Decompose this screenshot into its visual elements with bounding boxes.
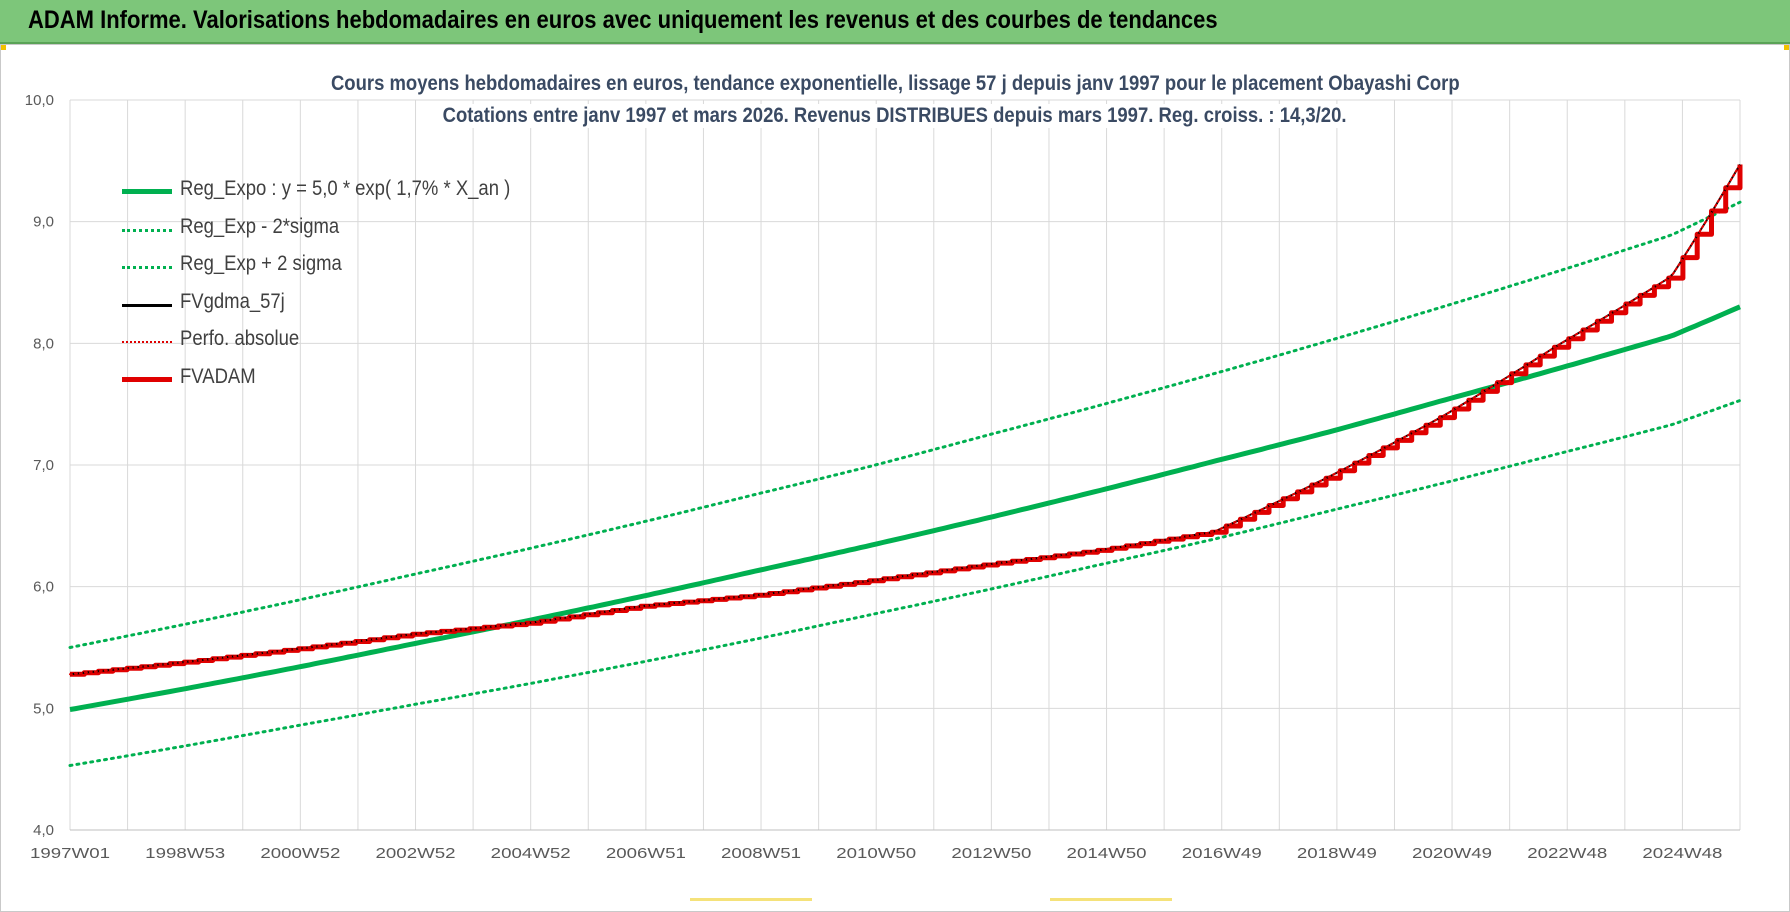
series-fvadam xyxy=(70,164,1743,677)
y-tick-label: 8,0 xyxy=(33,335,54,352)
grid-layer xyxy=(69,99,1741,831)
x-tick-label: 2008W51 xyxy=(721,845,801,862)
legend-swatch-reg-exp-minus xyxy=(122,228,172,232)
y-tick-label: 9,0 xyxy=(33,214,54,231)
legend-swatch-reg-exp-plus xyxy=(122,266,172,269)
series-perfo-absolue xyxy=(69,163,1741,676)
legend-label: FVADAM xyxy=(180,364,256,388)
y-tick-label: 7,0 xyxy=(33,457,54,474)
x-tick-label: 1998W53 xyxy=(145,845,225,862)
x-tick-label: 2004W52 xyxy=(491,845,571,862)
legend-swatch-fvgdma xyxy=(122,303,172,307)
chart-subtitle: Cotations entre janv 1997 et mars 2026. … xyxy=(441,104,1349,128)
y-tick-label: 5,0 xyxy=(33,700,54,717)
corner-mark-right xyxy=(1784,44,1790,50)
x-tick-label: 2000W52 xyxy=(260,845,340,862)
x-tick-label: 1997W01 xyxy=(30,845,110,862)
series-layer xyxy=(68,163,1743,767)
report-banner: ADAM Informe. Valorisations hebdomadaire… xyxy=(0,0,1790,44)
chart-title: Cours moyens hebdomadaires en euros, ten… xyxy=(328,72,1462,96)
y-tick-label: 6,0 xyxy=(33,579,54,596)
legend-label: FVgdma_57j xyxy=(180,289,285,313)
yellow-marker xyxy=(1050,898,1172,901)
y-tick-label: 4,0 xyxy=(33,822,54,839)
legend-label: Perfo. absolue xyxy=(180,327,300,350)
x-tick-label: 2020W49 xyxy=(1412,845,1492,862)
yellow-marker xyxy=(690,898,812,901)
series-reg-exp-plus-2sigma xyxy=(68,200,1742,649)
x-tick-label: 2012W50 xyxy=(951,845,1031,862)
x-tick-label: 2010W50 xyxy=(836,845,916,862)
legend-swatch-fvadam xyxy=(122,376,172,382)
x-tick-label: 2014W50 xyxy=(1067,845,1147,862)
legend-swatch-reg-expo xyxy=(122,189,172,194)
x-tick-label: 2018W49 xyxy=(1297,845,1377,862)
legend-swatch-perfo-absolue xyxy=(122,341,172,343)
legend-label: Reg_Expo : y = 5,0 * exp( 1,7% * X_an ) xyxy=(180,177,511,200)
x-tick-label: 2024W48 xyxy=(1642,845,1722,862)
axis-layer: 4,0 5,0 6,0 7,0 8,0 9,0 10,0 1997W01 1998W53 2000… xyxy=(25,92,1740,862)
y-tick-label: 10,0 xyxy=(25,92,54,109)
series-fvgdma-57j xyxy=(69,163,1741,676)
series-reg-expo xyxy=(69,304,1741,712)
series-reg-exp-minus-2sigma xyxy=(68,399,1742,767)
legend-label: Reg_Exp + 2 sigma xyxy=(180,252,342,275)
x-tick-label: 2006W51 xyxy=(606,845,686,862)
corner-mark-left xyxy=(0,44,6,50)
x-tick-label: 2016W49 xyxy=(1182,845,1262,862)
legend-label: Reg_Exp - 2*sigma xyxy=(180,214,340,238)
x-tick-label: 2002W52 xyxy=(376,845,456,862)
x-tick-label: 2022W48 xyxy=(1527,845,1607,862)
report-title: ADAM Informe. Valorisations hebdomadaire… xyxy=(28,6,1218,34)
